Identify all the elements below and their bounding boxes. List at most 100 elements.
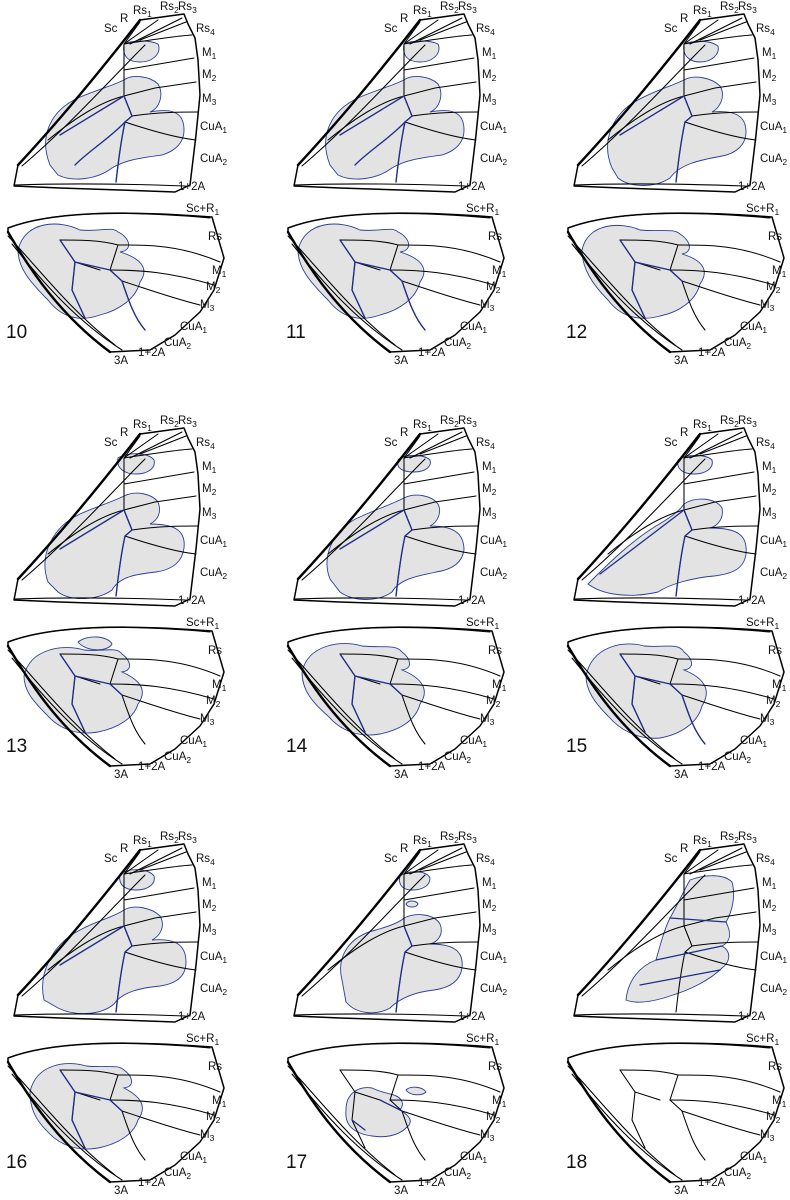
hindwing-vein bbox=[339, 239, 399, 246]
forewing-vein-label-m1: M1 bbox=[202, 461, 217, 475]
forewing-vein-label-rs1: Rs1 bbox=[413, 835, 432, 849]
hindwing-pattern-spot bbox=[585, 643, 707, 739]
forewing-vein bbox=[684, 121, 757, 141]
forewing-vein bbox=[403, 887, 475, 901]
hindwing-vein bbox=[117, 244, 221, 263]
forewing-vein-label-m3: M3 bbox=[202, 507, 217, 521]
forewing-vein-label-m2: M2 bbox=[762, 483, 777, 497]
hindwing-vein-label-m2: M2 bbox=[206, 1111, 221, 1125]
hindwing-vein bbox=[7, 1042, 211, 1059]
forewing-vein-label-m3: M3 bbox=[482, 93, 497, 107]
hindwing-pattern-spot bbox=[581, 225, 705, 319]
forewing-highlighted-vein bbox=[123, 509, 133, 537]
forewing-vein bbox=[403, 849, 439, 875]
hindwing-vein-label-m1: M1 bbox=[492, 265, 507, 279]
hindwing-vein-label-rs: Rs bbox=[488, 231, 502, 243]
forewing-highlighted-vein bbox=[683, 95, 693, 123]
forewing-vein-label-cua2: CuA2 bbox=[760, 153, 787, 167]
hindwing-vein-label-3a: 3A bbox=[674, 355, 688, 367]
hindwing-vein bbox=[287, 649, 396, 760]
hindwing-vein-label-1-2a: 1+2A bbox=[138, 347, 166, 359]
hindwing-vein bbox=[7, 626, 211, 643]
hindwing-vein-label-m2: M2 bbox=[766, 1111, 781, 1125]
forewing-vein-label-rs4: Rs4 bbox=[196, 853, 215, 867]
forewing-vein-label-cua2: CuA2 bbox=[200, 567, 227, 581]
forewing-vein-label-cua1: CuA1 bbox=[480, 951, 507, 965]
forewing-vein bbox=[684, 945, 693, 953]
forewing-vein-label-sc: Sc bbox=[384, 853, 398, 865]
hindwing-vein bbox=[389, 244, 399, 271]
hindwing-vein-label-rs: Rs bbox=[768, 231, 782, 243]
forewing-vein bbox=[123, 849, 159, 875]
hindwing-vein-label-sc-r1: Sc+R1 bbox=[186, 1033, 219, 1047]
forewing-vein bbox=[683, 471, 755, 485]
forewing-vein bbox=[683, 19, 719, 45]
forewing-vein-label-cua2: CuA2 bbox=[200, 153, 227, 167]
hindwing-vein bbox=[669, 1099, 775, 1116]
hindwing-vein bbox=[669, 269, 775, 286]
forewing-highlighted-vein bbox=[619, 95, 685, 136]
hindwing-vein bbox=[571, 657, 683, 765]
hindwing-vein-label-rs: Rs bbox=[488, 645, 502, 657]
forewing-pattern-spot bbox=[607, 76, 747, 186]
hindwing-vein bbox=[397, 1074, 501, 1093]
hindwing-vein-label-cua2: CuA2 bbox=[724, 1167, 751, 1181]
forewing-vein-label-m3: M3 bbox=[202, 923, 217, 937]
forewing-vein-label-sc: Sc bbox=[664, 23, 678, 35]
forewing-vein bbox=[13, 1013, 186, 1017]
forewing-vein bbox=[607, 95, 685, 141]
hindwing-highlighted-vein bbox=[681, 694, 706, 745]
forewing-vein bbox=[684, 535, 757, 555]
hindwing-vein bbox=[121, 1110, 146, 1161]
forewing-vein-label-r: R bbox=[400, 13, 408, 25]
forewing-vein bbox=[691, 111, 759, 117]
forewing-vein-label-m1: M1 bbox=[482, 461, 497, 475]
forewing-vein-label-cua2: CuA2 bbox=[760, 983, 787, 997]
forewing-highlighted-vein bbox=[639, 969, 721, 986]
hindwing-vein-label-1-2a: 1+2A bbox=[138, 761, 166, 773]
forewing-highlighted-vein bbox=[339, 509, 405, 550]
forewing-vein bbox=[691, 941, 759, 947]
forewing-vein bbox=[403, 851, 421, 875]
forewing-vein bbox=[403, 495, 477, 511]
forewing-vein-label-rs3: Rs3 bbox=[178, 1, 197, 15]
hindwing-highlighted-vein bbox=[59, 653, 86, 733]
forewing-pattern-spot bbox=[405, 900, 419, 908]
forewing-vein bbox=[139, 435, 187, 455]
forewing-vein-label-rs3: Rs3 bbox=[458, 831, 477, 845]
hindwing-vein-label-m3: M3 bbox=[200, 713, 215, 727]
forewing-vein-label-rs2: Rs2 bbox=[440, 415, 459, 429]
forewing-vein-label-r: R bbox=[120, 843, 128, 855]
hindwing-vein bbox=[669, 1074, 679, 1101]
forewing-vein bbox=[404, 535, 477, 555]
forewing-vein bbox=[683, 887, 755, 901]
hindwing-highlighted-vein bbox=[59, 239, 86, 319]
hindwing-vein bbox=[287, 1042, 491, 1059]
hindwing-vein bbox=[121, 694, 201, 720]
forewing: ScR Rs1 Rs2 Rs3 Rs4 M1 M2 M3 CuA1 CuA2 1+2A bbox=[293, 1, 507, 193]
forewing-vein-label-rs4: Rs4 bbox=[756, 23, 775, 37]
hindwing-vein bbox=[287, 212, 491, 229]
forewing-vein bbox=[403, 19, 439, 45]
forewing-vein-label-m1: M1 bbox=[482, 47, 497, 61]
hindwing-vein-label-cua2: CuA2 bbox=[724, 751, 751, 765]
forewing-vein-label-m2: M2 bbox=[762, 69, 777, 83]
hindwing-vein-label-cua2: CuA2 bbox=[444, 751, 471, 765]
forewing-vein-label-r: R bbox=[680, 843, 688, 855]
forewing-vein-label-r: R bbox=[680, 13, 688, 25]
hindwing-vein-label-m3: M3 bbox=[760, 299, 775, 313]
forewing-vein-label-rs1: Rs1 bbox=[133, 835, 152, 849]
forewing-vein-label-m3: M3 bbox=[762, 507, 777, 521]
hindwing-vein bbox=[401, 1110, 426, 1161]
forewing-vein bbox=[327, 925, 405, 971]
hindwing-vein bbox=[567, 1065, 676, 1176]
hindwing-vein-label-m2: M2 bbox=[766, 695, 781, 709]
hindwing-vein-label-3a: 3A bbox=[114, 769, 128, 781]
forewing-vein bbox=[607, 925, 685, 971]
hindwing-vein-label-rs: Rs bbox=[208, 1061, 222, 1073]
